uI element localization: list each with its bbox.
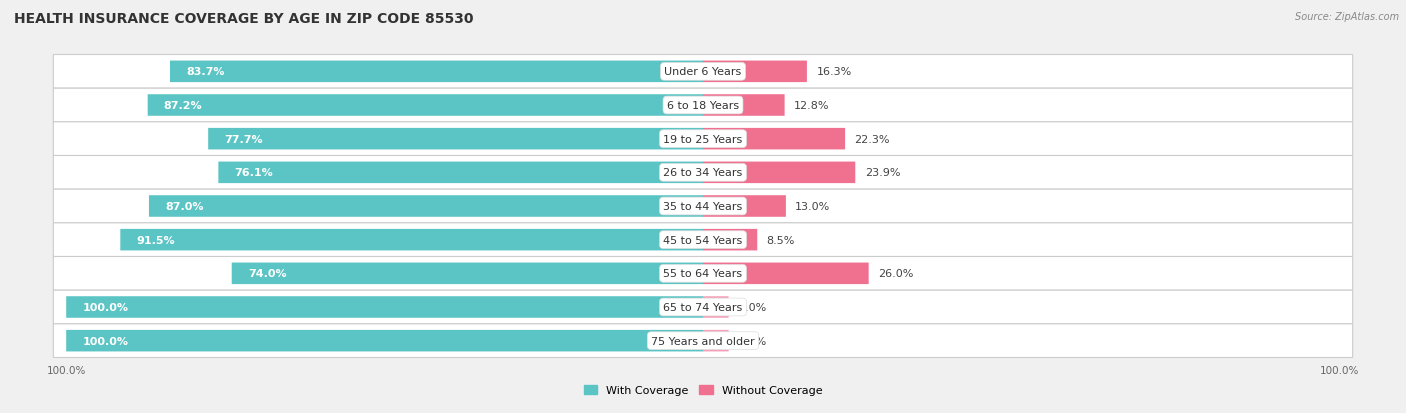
FancyBboxPatch shape (703, 62, 807, 83)
Text: 22.3%: 22.3% (855, 134, 890, 144)
FancyBboxPatch shape (53, 156, 1353, 190)
FancyBboxPatch shape (170, 62, 703, 83)
Text: 8.5%: 8.5% (766, 235, 794, 245)
Text: Source: ZipAtlas.com: Source: ZipAtlas.com (1295, 12, 1399, 22)
Text: 91.5%: 91.5% (136, 235, 174, 245)
Text: 13.0%: 13.0% (796, 202, 831, 211)
Text: HEALTH INSURANCE COVERAGE BY AGE IN ZIP CODE 85530: HEALTH INSURANCE COVERAGE BY AGE IN ZIP … (14, 12, 474, 26)
Text: 6 to 18 Years: 6 to 18 Years (666, 101, 740, 111)
Text: 35 to 44 Years: 35 to 44 Years (664, 202, 742, 211)
FancyBboxPatch shape (208, 128, 703, 150)
FancyBboxPatch shape (66, 297, 703, 318)
FancyBboxPatch shape (53, 190, 1353, 223)
FancyBboxPatch shape (703, 196, 786, 217)
Text: 75 Years and older: 75 Years and older (651, 336, 755, 346)
Text: 26.0%: 26.0% (879, 269, 914, 279)
Text: 26 to 34 Years: 26 to 34 Years (664, 168, 742, 178)
Text: 100.0%: 100.0% (82, 336, 128, 346)
Text: 83.7%: 83.7% (186, 67, 225, 77)
FancyBboxPatch shape (53, 324, 1353, 358)
Text: 76.1%: 76.1% (235, 168, 273, 178)
FancyBboxPatch shape (703, 263, 869, 285)
FancyBboxPatch shape (66, 330, 703, 351)
FancyBboxPatch shape (53, 257, 1353, 290)
Text: 0.0%: 0.0% (738, 302, 766, 312)
FancyBboxPatch shape (218, 162, 703, 184)
FancyBboxPatch shape (149, 196, 703, 217)
Text: 0.0%: 0.0% (738, 336, 766, 346)
FancyBboxPatch shape (703, 229, 758, 251)
FancyBboxPatch shape (121, 229, 703, 251)
FancyBboxPatch shape (703, 128, 845, 150)
Text: 16.3%: 16.3% (817, 67, 852, 77)
FancyBboxPatch shape (703, 297, 728, 318)
Text: 74.0%: 74.0% (247, 269, 287, 279)
Text: 77.7%: 77.7% (224, 134, 263, 144)
Text: 87.2%: 87.2% (163, 101, 202, 111)
Text: 100.0%: 100.0% (82, 302, 128, 312)
FancyBboxPatch shape (53, 55, 1353, 89)
Text: 12.8%: 12.8% (794, 101, 830, 111)
FancyBboxPatch shape (53, 290, 1353, 324)
FancyBboxPatch shape (148, 95, 703, 116)
Text: 45 to 54 Years: 45 to 54 Years (664, 235, 742, 245)
Text: 23.9%: 23.9% (865, 168, 900, 178)
FancyBboxPatch shape (703, 162, 855, 184)
FancyBboxPatch shape (53, 123, 1353, 156)
Legend: With Coverage, Without Coverage: With Coverage, Without Coverage (579, 381, 827, 400)
FancyBboxPatch shape (53, 223, 1353, 257)
Text: 19 to 25 Years: 19 to 25 Years (664, 134, 742, 144)
Text: Under 6 Years: Under 6 Years (665, 67, 741, 77)
FancyBboxPatch shape (232, 263, 703, 285)
FancyBboxPatch shape (703, 330, 728, 351)
FancyBboxPatch shape (53, 89, 1353, 123)
Text: 55 to 64 Years: 55 to 64 Years (664, 269, 742, 279)
Text: 87.0%: 87.0% (165, 202, 204, 211)
Text: 65 to 74 Years: 65 to 74 Years (664, 302, 742, 312)
FancyBboxPatch shape (703, 95, 785, 116)
